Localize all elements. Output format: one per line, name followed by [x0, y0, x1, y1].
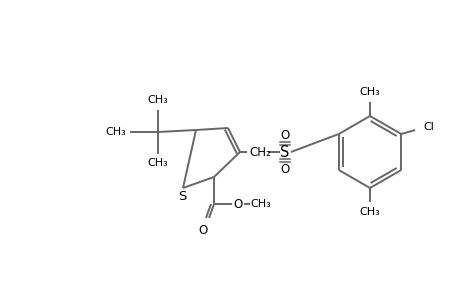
Text: O: O	[233, 197, 242, 211]
Text: CH₃: CH₃	[147, 95, 168, 105]
Text: CH₂: CH₂	[249, 146, 270, 158]
Text: O: O	[280, 128, 289, 142]
Text: CH₃: CH₃	[250, 199, 271, 209]
Text: S: S	[178, 190, 186, 202]
Text: CH₃: CH₃	[106, 127, 126, 137]
Text: S: S	[280, 145, 289, 160]
Text: CH₃: CH₃	[147, 158, 168, 168]
Text: Cl: Cl	[423, 122, 434, 132]
Text: O: O	[198, 224, 207, 236]
Text: O: O	[280, 163, 289, 176]
Text: CH₃: CH₃	[359, 207, 380, 217]
Text: CH₃: CH₃	[359, 87, 380, 97]
